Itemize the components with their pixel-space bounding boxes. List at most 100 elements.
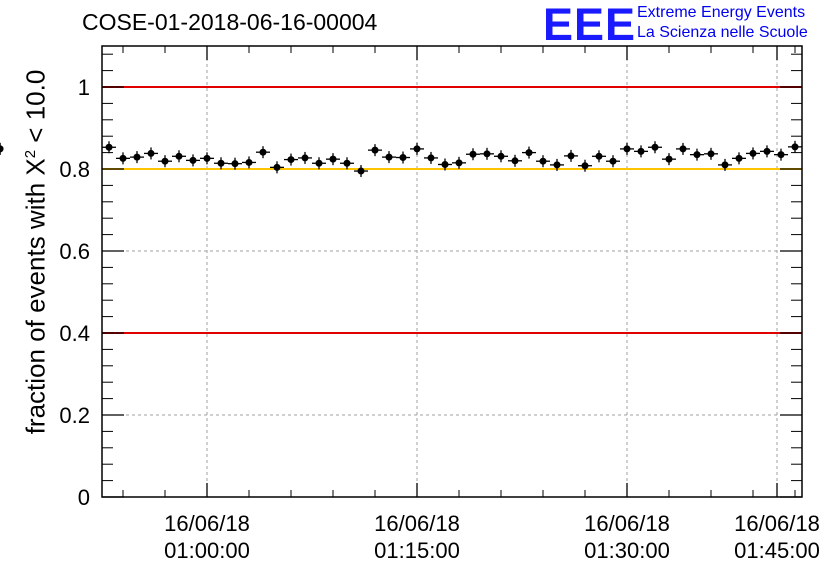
point-marker: [637, 147, 645, 155]
x-tick-label-date: 16/06/18: [164, 511, 250, 536]
data-point: [144, 147, 158, 160]
point-marker: [371, 146, 379, 154]
y-tick-label: 0: [78, 485, 90, 510]
point-marker: [343, 159, 351, 167]
data-point: [676, 142, 690, 155]
data-point: [592, 150, 606, 163]
point-marker: [133, 153, 141, 161]
point-marker: [413, 145, 421, 153]
data-point: [158, 155, 172, 168]
data-point: [382, 151, 396, 164]
data-point: [466, 148, 480, 161]
data-point: [228, 157, 242, 170]
logo-line-2: La Scienza nelle Scuole: [637, 24, 808, 41]
data-point: [256, 146, 270, 159]
x-tick-label-time: 01:00:00: [164, 538, 250, 563]
data-point: [270, 161, 284, 174]
point-marker: [595, 152, 603, 160]
point-marker: [777, 151, 785, 159]
data-point: [648, 141, 662, 154]
point-marker: [357, 167, 365, 175]
y-axis-label-exponent: 2: [21, 149, 39, 159]
point-marker: [329, 155, 337, 163]
point-marker: [791, 143, 799, 151]
point-marker: [693, 151, 701, 159]
y-tick-label: 1: [78, 75, 90, 100]
data-points: [0, 140, 802, 178]
x-tick-label-time: 01:45:00: [734, 538, 820, 563]
point-marker: [511, 157, 519, 165]
data-point: [130, 151, 144, 164]
x-tick-labels: 16/06/1801:00:0016/06/1801:15:0016/06/18…: [164, 511, 820, 563]
data-point: [718, 158, 732, 171]
data-point: [690, 148, 704, 161]
reference-lines: [102, 86, 802, 334]
data-point: [732, 152, 746, 165]
data-point: [774, 148, 788, 161]
data-point: [368, 144, 382, 157]
point-marker: [581, 162, 589, 170]
data-point: [102, 141, 116, 154]
point-marker: [651, 143, 659, 151]
data-point: [634, 145, 648, 158]
data-point: [438, 158, 452, 171]
data-point: [396, 151, 410, 164]
point-marker: [707, 150, 715, 158]
point-marker: [455, 159, 463, 167]
data-point: [298, 151, 312, 164]
y-tick-label: 0.6: [59, 239, 90, 264]
x-tick-label-date: 16/06/18: [374, 511, 460, 536]
data-point: [480, 147, 494, 160]
y-tick-labels: 0 0.2 0.4 0.6 0.8 1: [59, 75, 90, 510]
data-point: [410, 142, 424, 155]
point-marker: [245, 158, 253, 166]
data-point: [746, 147, 760, 160]
grid-lines: [102, 46, 802, 497]
data-point: [0, 142, 4, 155]
point-marker: [609, 157, 617, 165]
data-point: [760, 145, 774, 158]
data-point: [578, 159, 592, 172]
data-point: [452, 156, 466, 169]
point-marker: [385, 153, 393, 161]
data-point: [186, 154, 200, 167]
point-marker: [105, 143, 113, 151]
point-marker: [315, 159, 323, 167]
point-marker: [147, 149, 155, 157]
data-point: [284, 153, 298, 166]
data-point: [172, 150, 186, 163]
point-marker: [441, 160, 449, 168]
point-marker: [483, 150, 491, 158]
data-point: [788, 140, 802, 153]
data-point: [354, 165, 368, 178]
point-marker: [721, 161, 729, 169]
point-marker: [0, 145, 4, 153]
data-point: [606, 155, 620, 168]
point-marker: [203, 154, 211, 162]
data-point: [312, 157, 326, 170]
y-tick-label: 0.2: [59, 403, 90, 428]
plot-frame: [101, 45, 803, 498]
y-tick-label: 0.4: [59, 321, 90, 346]
point-marker: [259, 148, 267, 156]
data-point: [494, 150, 508, 163]
data-point: [704, 147, 718, 160]
data-point: [214, 157, 228, 170]
point-marker: [567, 152, 575, 160]
point-marker: [189, 156, 197, 164]
data-point: [550, 158, 564, 171]
y-axis-label-text: fraction of events with: [20, 175, 51, 435]
point-marker: [735, 154, 743, 162]
x-tick-label-time: 01:30:00: [584, 538, 670, 563]
data-point: [536, 155, 550, 168]
point-marker: [497, 152, 505, 160]
chart-title: COSE-01-2018-06-16-00004: [82, 9, 378, 35]
point-marker: [679, 145, 687, 153]
data-point: [116, 152, 130, 165]
y-axis-label-threshold: < 10.0: [20, 69, 51, 150]
point-marker: [175, 152, 183, 160]
point-marker: [553, 161, 561, 169]
x-tick-label-date: 16/06/18: [584, 511, 670, 536]
point-marker: [623, 145, 631, 153]
